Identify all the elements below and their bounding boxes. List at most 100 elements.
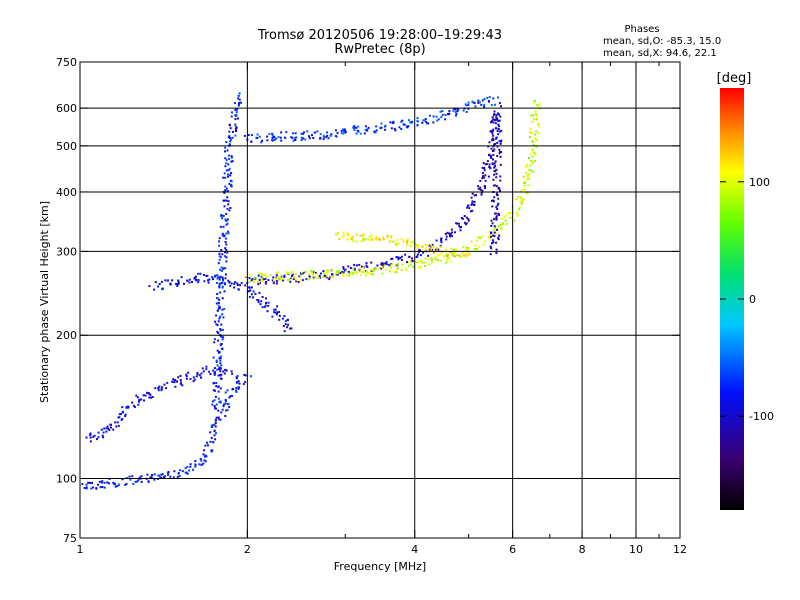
data-point — [212, 369, 215, 372]
data-point — [428, 114, 431, 117]
data-point — [243, 134, 246, 137]
data-point — [189, 463, 192, 466]
data-point — [473, 248, 476, 251]
data-point — [248, 277, 251, 280]
data-point — [230, 185, 233, 188]
data-point — [462, 109, 465, 112]
data-point — [147, 392, 150, 394]
data-point — [97, 483, 99, 486]
data-point — [428, 263, 431, 266]
data-point — [142, 394, 145, 397]
data-point — [494, 165, 497, 168]
data-point — [177, 472, 180, 475]
data-point — [158, 385, 161, 388]
data-point — [223, 290, 226, 293]
data-point — [224, 218, 227, 221]
data-point — [237, 387, 240, 390]
data-point — [112, 428, 115, 431]
data-point — [496, 145, 499, 148]
data-point — [515, 198, 518, 201]
data-point — [260, 141, 263, 144]
data-point — [307, 277, 310, 279]
data-point — [495, 172, 498, 175]
data-point — [495, 206, 498, 209]
data-point — [206, 441, 209, 444]
data-point — [386, 236, 389, 239]
data-point — [467, 247, 470, 249]
data-point — [416, 117, 419, 120]
data-point — [483, 185, 486, 188]
data-point — [158, 474, 161, 477]
data-point — [528, 173, 531, 176]
data-point — [324, 270, 327, 273]
data-point — [380, 265, 383, 268]
data-point — [526, 163, 529, 166]
data-point — [483, 98, 486, 101]
data-point — [169, 475, 172, 478]
data-point — [368, 272, 371, 275]
data-point — [334, 129, 337, 132]
data-point — [287, 323, 290, 326]
data-point — [498, 148, 501, 151]
data-point — [495, 192, 498, 195]
data-point — [453, 255, 455, 257]
data-point — [291, 275, 294, 278]
data-point — [126, 405, 129, 408]
data-point — [479, 186, 482, 189]
data-point — [231, 111, 233, 114]
data-point — [221, 408, 224, 411]
data-point — [360, 273, 362, 276]
data-point — [491, 222, 494, 225]
data-point — [409, 245, 412, 248]
data-point — [317, 277, 320, 279]
data-point — [378, 239, 381, 241]
data-point — [217, 331, 220, 334]
data-point — [479, 237, 482, 240]
data-point — [243, 373, 246, 376]
data-point — [274, 311, 277, 314]
data-point — [124, 413, 127, 416]
data-point — [452, 248, 455, 251]
data-point — [408, 261, 411, 264]
data-point — [219, 291, 222, 294]
data-point — [140, 398, 143, 401]
data-point — [102, 431, 105, 434]
data-point — [302, 137, 305, 140]
data-point — [215, 361, 218, 363]
data-point — [456, 222, 459, 225]
data-point — [160, 473, 163, 476]
data-point — [96, 438, 98, 441]
data-point — [148, 285, 151, 288]
data-point — [522, 198, 525, 201]
data-point — [384, 128, 387, 131]
data-point — [310, 272, 313, 275]
data-point — [235, 389, 237, 392]
data-point — [306, 130, 309, 133]
data-point — [292, 278, 295, 281]
data-point — [500, 228, 503, 231]
data-point — [224, 185, 227, 188]
data-point — [229, 207, 232, 209]
plot-frame — [79, 61, 681, 539]
data-point — [492, 139, 495, 141]
data-point — [335, 233, 338, 236]
data-point — [128, 475, 131, 478]
data-point — [479, 188, 482, 191]
data-point — [434, 248, 437, 251]
data-point — [271, 315, 274, 318]
data-point — [306, 278, 309, 281]
data-point — [480, 103, 483, 106]
data-point — [502, 223, 505, 226]
data-point — [537, 132, 540, 135]
data-point — [124, 484, 127, 486]
data-point — [364, 128, 367, 131]
data-point — [406, 243, 408, 246]
data-point — [161, 386, 164, 389]
data-point — [497, 186, 500, 189]
data-point — [491, 162, 494, 165]
data-point — [154, 281, 157, 284]
data-point — [103, 481, 106, 484]
data-point — [444, 248, 447, 251]
data-point — [235, 108, 238, 110]
